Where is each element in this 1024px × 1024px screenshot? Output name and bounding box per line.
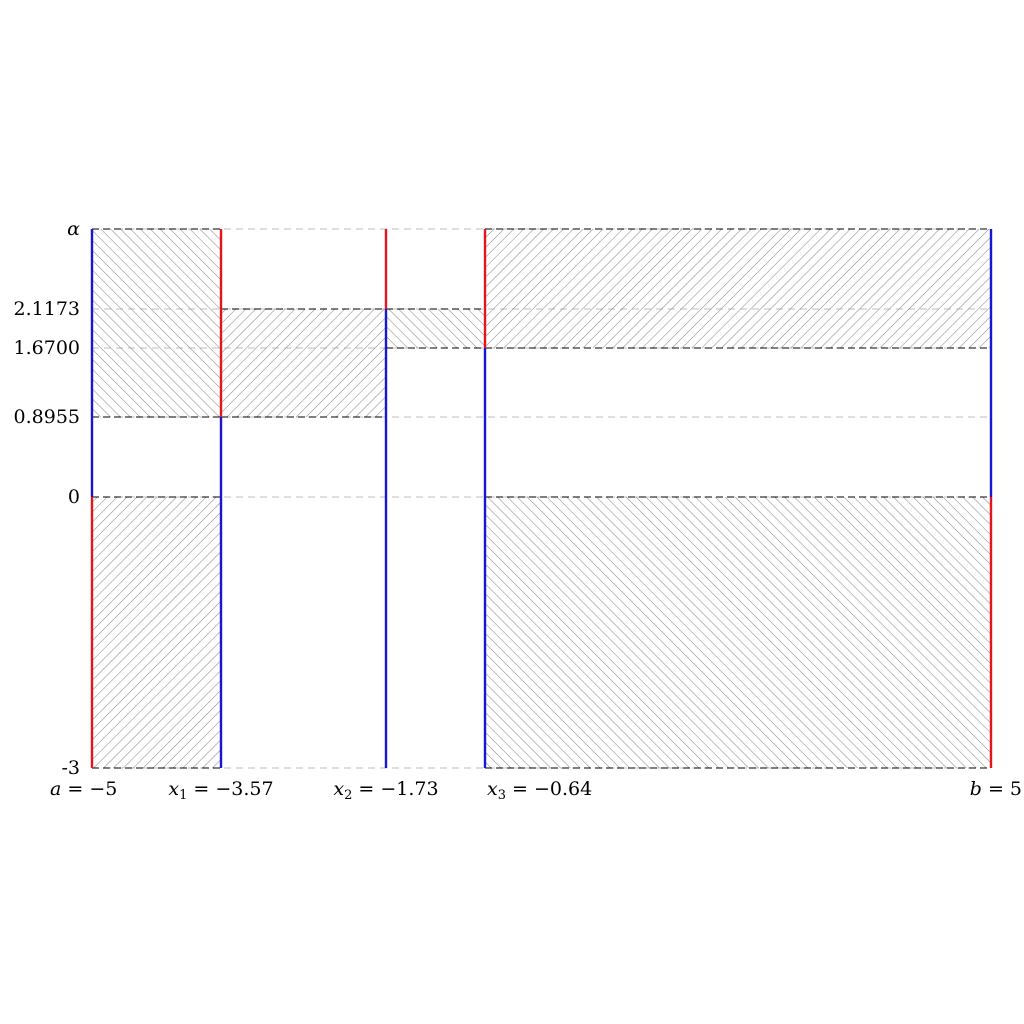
hatched-region-3 — [221, 309, 386, 417]
x-tick-label-x2: x2 = −1.73 — [333, 778, 438, 803]
x-tick-labels: a = −5 x1 = −3.57 x2 = −1.73 x3 = −0.64 b = … — [50, 778, 1022, 803]
y-tick-label-ym3: -3 — [61, 757, 80, 779]
x-tick-label-x3: x3 = −0.64 — [487, 778, 592, 803]
y-tick-label-y0: 0 — [68, 486, 80, 508]
region-boundaries — [92, 228, 991, 769]
vertical-boundary-lines — [90, 229, 993, 768]
y-tick-label-y2: 2.1173 — [14, 298, 80, 320]
y-tick-labels: α 2.1173 1.6700 0.8955 0 -3 — [14, 218, 81, 779]
y-tick-label-y3: 1.6700 — [14, 337, 80, 359]
y-tick-label-y4: 0.8955 — [14, 406, 80, 428]
hatched-region-5 — [485, 229, 991, 348]
y-tick-label-alpha: α — [67, 218, 80, 240]
hatched-region-2 — [92, 497, 221, 768]
hatched-region-6 — [485, 497, 991, 768]
x-tick-label-x1: x1 = −3.57 — [168, 778, 273, 803]
x-tick-label-a: a = −5 — [50, 778, 117, 800]
hatched-region-4 — [386, 309, 485, 348]
hatched-region-1 — [92, 229, 221, 417]
hatched-regions — [92, 229, 991, 768]
x-tick-label-b: b = 5 — [970, 778, 1022, 800]
